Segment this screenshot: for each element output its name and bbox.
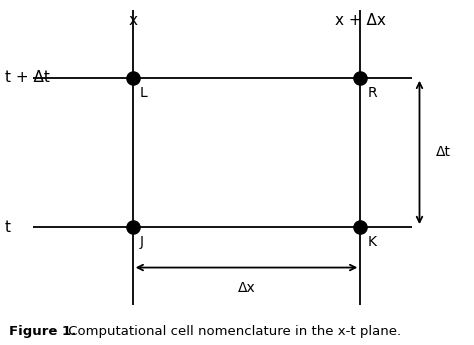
Text: R: R (367, 86, 377, 100)
Text: K: K (367, 235, 376, 249)
Text: J: J (140, 235, 144, 249)
Point (129, 224, 137, 230)
Text: Δx: Δx (237, 280, 255, 295)
Text: x + Δx: x + Δx (335, 13, 386, 28)
Point (356, 75, 364, 81)
Text: x: x (128, 13, 137, 28)
Text: Δt: Δt (436, 146, 451, 159)
Text: L: L (140, 86, 147, 100)
Text: Figure 1.: Figure 1. (9, 325, 77, 338)
Text: Computational cell nomenclature in the x-t plane.: Computational cell nomenclature in the x… (64, 325, 401, 338)
Point (129, 75, 137, 81)
Text: t: t (5, 219, 11, 235)
Point (356, 224, 364, 230)
Text: t + Δt: t + Δt (5, 70, 50, 85)
